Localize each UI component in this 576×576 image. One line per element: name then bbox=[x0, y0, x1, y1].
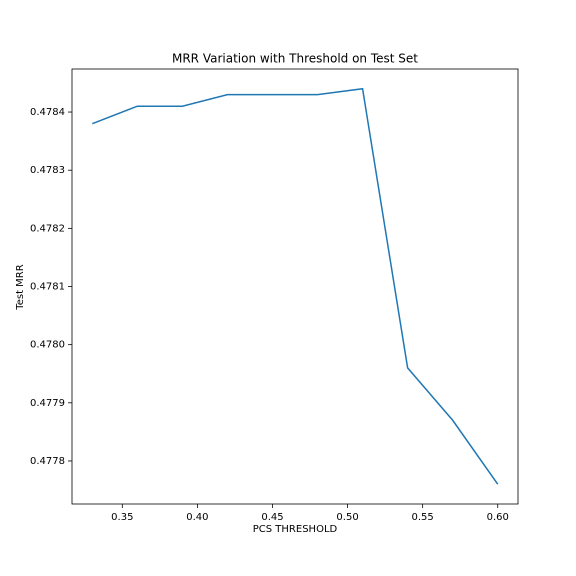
x-tick-label: 0.45 bbox=[261, 512, 283, 523]
line bbox=[92, 87, 499, 485]
y-tick-label: 0.4782 bbox=[30, 223, 65, 234]
y-tick-label: 0.4784 bbox=[30, 107, 65, 118]
y-axis-label: Test MRR bbox=[15, 264, 26, 310]
y-tick-label: 0.4783 bbox=[30, 165, 65, 176]
x-tick-label: 0.35 bbox=[111, 512, 133, 523]
x-tick-label: 0.50 bbox=[336, 512, 358, 523]
x-tick-label: 0.55 bbox=[412, 512, 434, 523]
y-tick-label: 0.4778 bbox=[30, 456, 65, 467]
y-tick-label: 0.4780 bbox=[30, 340, 65, 351]
y-tick-label: 0.4781 bbox=[30, 282, 65, 293]
x-tick-label: 0.40 bbox=[186, 512, 208, 523]
chart-title: MRR Variation with Threshold on Test Set bbox=[172, 52, 418, 66]
x-tick-label: 0.60 bbox=[487, 512, 509, 523]
y-tick-label: 0.4779 bbox=[30, 398, 65, 409]
x-axis-label: PCS THRESHOLD bbox=[253, 524, 338, 535]
